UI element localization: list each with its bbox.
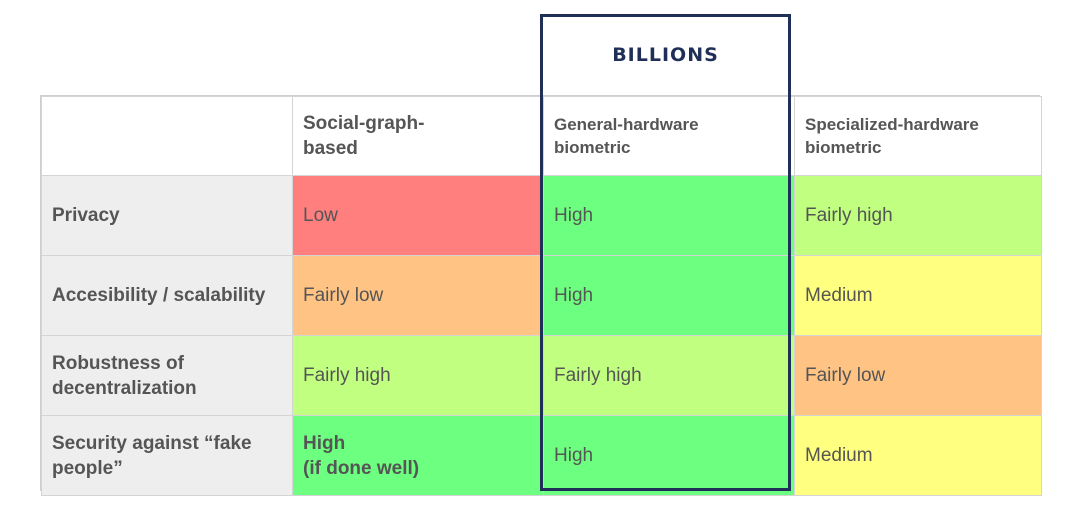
cell-robustness-social: Fairly high [292, 335, 544, 416]
cell-robustness-special: Fairly low [794, 335, 1042, 416]
cell-privacy-special: Fairly high [794, 175, 1042, 256]
row-label-privacy: Privacy [41, 175, 293, 256]
cell-privacy-general: High [543, 175, 795, 256]
cell-privacy-social: Low [292, 175, 544, 256]
header-empty-cell [41, 96, 293, 176]
cell-security-general: High [543, 415, 795, 496]
row-label-accessibility: Accesibility / scalability [41, 255, 293, 336]
comparison-table: Social-graph- based General-hardware bio… [40, 95, 1042, 496]
table-row-accessibility: Accesibility / scalability Fairly low Hi… [41, 255, 1042, 336]
cell-accessibility-social: Fairly low [292, 255, 544, 336]
billions-logo: BILLIONS [612, 43, 719, 66]
cell-accessibility-special: Medium [794, 255, 1042, 336]
header-row: Social-graph- based General-hardware bio… [41, 96, 1042, 176]
cell-security-special: Medium [794, 415, 1042, 496]
cell-accessibility-general: High [543, 255, 795, 336]
table-row-security: Security against “fake people” High (if … [41, 415, 1042, 496]
cell-robustness-general: Fairly high [543, 335, 795, 416]
table-row-robustness: Robustness of decentralization Fairly hi… [41, 335, 1042, 416]
table-row-privacy: Privacy Low High Fairly high [41, 175, 1042, 256]
header-specialized-hardware: Specialized-hardware biometric [794, 96, 1042, 176]
cell-security-social: High (if done well) [292, 415, 544, 496]
header-general-hardware: General-hardware biometric [543, 96, 795, 176]
header-social-graph: Social-graph- based [292, 96, 544, 176]
row-label-robustness: Robustness of decentralization [41, 335, 293, 416]
row-label-security: Security against “fake people” [41, 415, 293, 496]
